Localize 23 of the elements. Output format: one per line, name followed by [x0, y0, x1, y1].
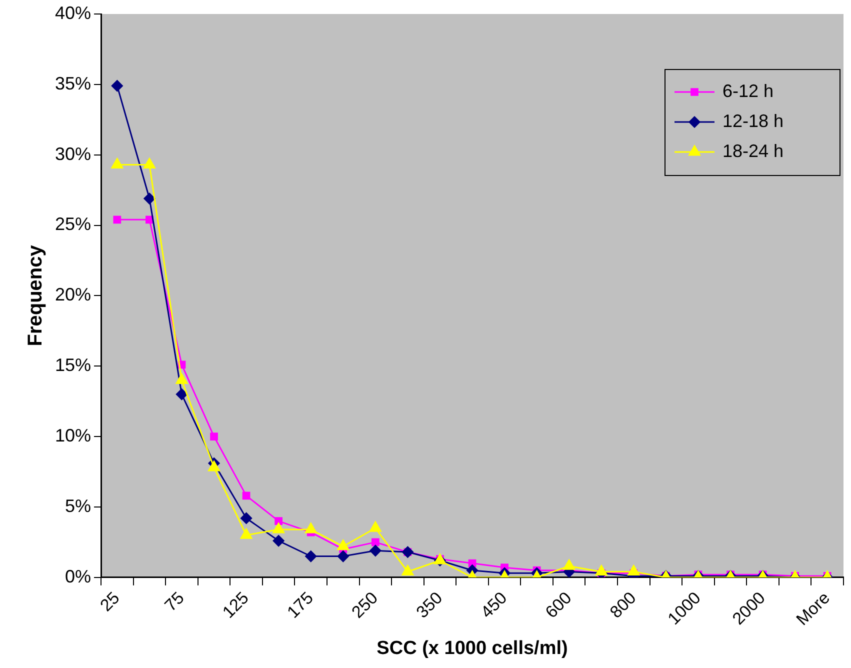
x-tick-label: 75 [161, 588, 188, 616]
y-tick-label: 5% [65, 496, 92, 516]
y-tick-label: 15% [54, 355, 92, 376]
x-tick-label: 600 [542, 588, 576, 622]
y-axis-title: Frequency [24, 244, 47, 346]
x-tick-label: 800 [606, 588, 640, 622]
x-tick-label: 250 [348, 588, 382, 622]
y-tick-label: 35% [54, 73, 92, 94]
x-tick-label: 350 [412, 588, 446, 622]
y-tick-label: 20% [54, 284, 92, 305]
x-tick-label: 450 [477, 588, 511, 622]
y-tick-label: 0% [65, 566, 92, 586]
x-tick-label: 175 [284, 588, 317, 622]
x-tick-label: 125 [218, 588, 252, 622]
legend-label: 18-24 h [722, 140, 784, 161]
y-tick-label: 30% [54, 144, 92, 164]
y-tick-label: 25% [54, 214, 92, 234]
y-tick-label: 10% [54, 426, 92, 446]
x-axis-title: SCC (x 1000 cells/ml) [376, 638, 568, 659]
legend-label: 12-18 h [722, 110, 784, 131]
legend-label: 6-12 h [722, 80, 774, 101]
y-tick-label: 40% [54, 2, 92, 23]
x-tick-label: 25 [96, 588, 124, 616]
